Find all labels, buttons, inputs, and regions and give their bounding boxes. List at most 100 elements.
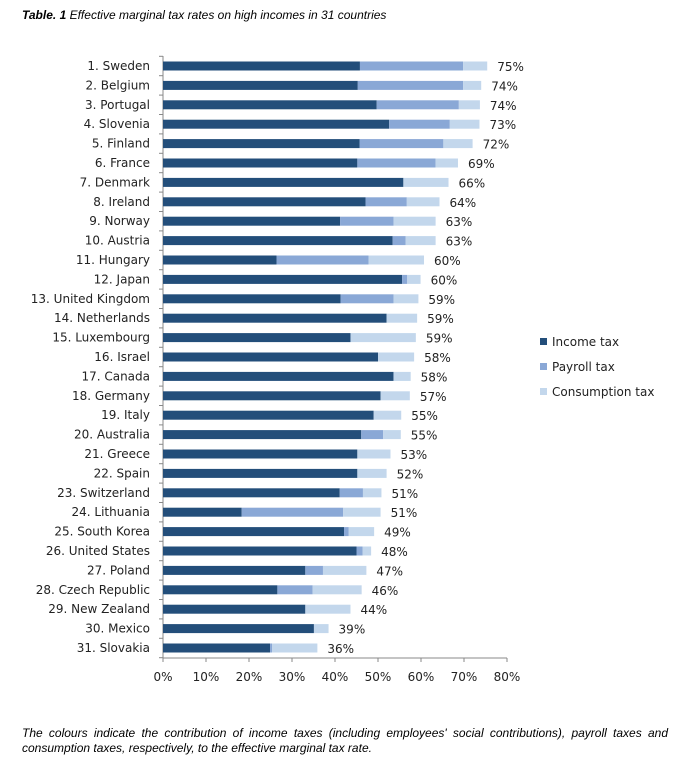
title-text: Effective marginal tax rates on high inc…	[69, 8, 387, 22]
bar-payroll-tax	[389, 119, 450, 129]
bar-consumption-tax	[406, 197, 440, 207]
category-label: 9. Norway	[89, 214, 150, 228]
bar-payroll-tax	[361, 430, 384, 440]
bar-payroll-tax	[392, 236, 406, 246]
bar-consumption-tax	[362, 488, 382, 498]
bar-income-tax	[163, 468, 358, 478]
data-label: 48%	[381, 545, 408, 559]
bar-income-tax	[163, 294, 341, 304]
category-label: 7. Denmark	[80, 175, 150, 189]
bar-consumption-tax	[405, 236, 436, 246]
data-label: 55%	[411, 409, 438, 423]
x-tick-label: 70%	[451, 670, 478, 684]
data-label: 72%	[483, 138, 510, 152]
category-label: 10. Austria	[85, 234, 150, 248]
category-label: 4. Slovenia	[84, 117, 150, 131]
category-label: 2. Belgium	[86, 78, 150, 92]
bar-income-tax	[163, 507, 242, 517]
x-tick-label: 60%	[408, 670, 435, 684]
category-label: 30. Mexico	[85, 622, 150, 636]
bar-consumption-tax	[407, 274, 421, 284]
table-label: Table. 1	[22, 8, 67, 22]
bar-payroll-tax	[402, 274, 408, 284]
data-label: 49%	[384, 526, 411, 540]
category-label: 29. New Zealand	[48, 602, 150, 616]
x-tick-label: 10%	[193, 670, 220, 684]
category-label: 5. Finland	[92, 137, 150, 151]
bar-payroll-tax	[365, 197, 407, 207]
bar-consumption-tax	[393, 294, 419, 304]
bar-income-tax	[163, 333, 351, 343]
category-label: 28. Czech Republic	[36, 583, 150, 597]
data-label: 36%	[327, 642, 354, 656]
footnote: The colours indicate the contribution of…	[22, 726, 668, 755]
bar-income-tax	[163, 119, 390, 129]
bar-income-tax	[163, 624, 314, 634]
bar-consumption-tax	[463, 80, 482, 90]
bar-income-tax	[163, 565, 306, 575]
bar-income-tax	[163, 139, 360, 149]
bar-income-tax	[163, 158, 358, 168]
data-label: 46%	[372, 584, 399, 598]
bar-income-tax	[163, 430, 362, 440]
category-label: 24. Lithuania	[72, 505, 150, 519]
bar-consumption-tax	[373, 410, 402, 420]
legend-label: Payroll tax	[552, 360, 615, 374]
bar-income-tax	[163, 177, 404, 187]
bar-income-tax	[163, 216, 341, 226]
bar-income-tax	[163, 197, 366, 207]
category-label: 17. Canada	[81, 369, 150, 383]
bar-income-tax	[163, 391, 381, 401]
category-label: 20. Australia	[74, 428, 150, 442]
bar-consumption-tax	[443, 139, 473, 149]
bar-income-tax	[163, 371, 394, 381]
bar-income-tax	[163, 585, 278, 595]
category-label: 18. Germany	[72, 389, 150, 403]
legend-swatch	[540, 363, 547, 370]
chart-title: Table. 1 Effective marginal tax rates on…	[22, 8, 386, 22]
legend-swatch	[540, 388, 547, 395]
data-label: 75%	[497, 60, 524, 74]
data-label: 55%	[411, 429, 438, 443]
data-label: 74%	[491, 79, 518, 93]
category-label: 3. Portugal	[85, 98, 150, 112]
category-label: 23. Switzerland	[57, 486, 150, 500]
data-label: 63%	[446, 235, 473, 249]
data-label: 44%	[360, 603, 387, 617]
bar-income-tax	[163, 643, 271, 653]
legend-label: Income tax	[552, 335, 619, 349]
category-label: 6. France	[95, 156, 150, 170]
data-label: 57%	[420, 390, 447, 404]
bar-payroll-tax	[270, 643, 273, 653]
data-label: 47%	[376, 564, 403, 578]
bar-consumption-tax	[393, 216, 436, 226]
bar-income-tax	[163, 236, 393, 246]
category-label: 31. Slovakia	[77, 641, 150, 655]
bar-payroll-tax	[344, 527, 349, 537]
data-label: 51%	[391, 506, 418, 520]
category-label: 21. Greece	[84, 447, 150, 461]
bar-income-tax	[163, 255, 277, 265]
category-label: 11. Hungary	[76, 253, 150, 267]
category-label: 16. Israel	[94, 350, 150, 364]
bar-payroll-tax	[359, 61, 464, 71]
bar-consumption-tax	[313, 624, 329, 634]
data-label: 59%	[427, 312, 454, 326]
bar-consumption-tax	[458, 100, 480, 110]
bar-income-tax	[163, 527, 345, 537]
bar-consumption-tax	[393, 371, 411, 381]
bar-consumption-tax	[463, 61, 488, 71]
data-label: 60%	[434, 254, 461, 268]
data-label: 51%	[391, 487, 418, 501]
bar-consumption-tax	[380, 391, 410, 401]
bar-income-tax	[163, 604, 306, 614]
bar-payroll-tax	[359, 139, 444, 149]
bar-income-tax	[163, 80, 358, 90]
category-label: 14. Netherlands	[54, 311, 150, 325]
bar-consumption-tax	[357, 449, 391, 459]
bar-payroll-tax	[340, 216, 394, 226]
bar-consumption-tax	[343, 507, 381, 517]
bar-consumption-tax	[386, 313, 418, 323]
